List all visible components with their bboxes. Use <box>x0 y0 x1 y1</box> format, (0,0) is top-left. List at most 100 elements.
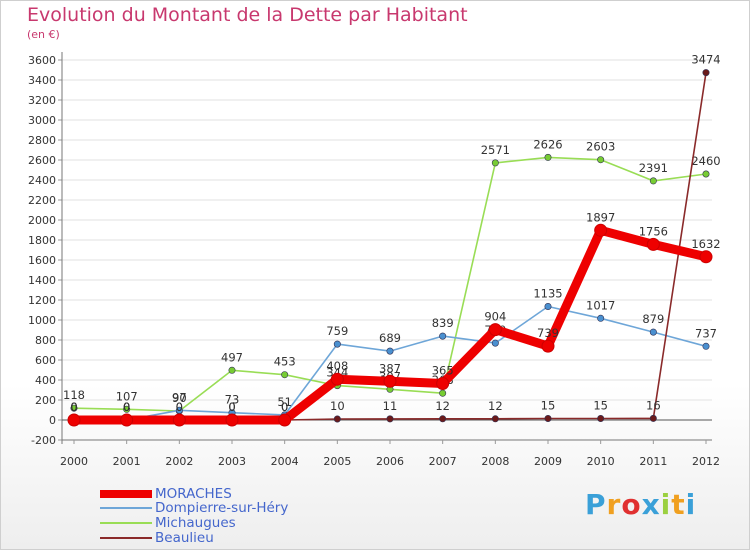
data-point <box>225 413 239 427</box>
data-point <box>439 389 447 397</box>
data-label: 0 <box>123 400 130 414</box>
data-label: 689 <box>379 331 401 345</box>
data-label: 839 <box>432 316 454 330</box>
data-point <box>702 342 710 350</box>
y-tick-label: 600 <box>35 354 56 367</box>
data-label: 2571 <box>481 143 510 157</box>
y-tick-label: 3000 <box>28 114 56 127</box>
data-label: 453 <box>274 355 296 369</box>
data-point <box>488 323 502 337</box>
data-label: 0 <box>70 400 77 414</box>
x-tick-label: 2011 <box>639 455 667 468</box>
data-point <box>594 223 608 237</box>
legend-item-michaugues: Michaugues <box>100 515 236 531</box>
x-tick-label: 2005 <box>323 455 351 468</box>
data-point <box>491 339 499 347</box>
logo-letter: t <box>671 488 686 521</box>
data-point <box>544 414 552 422</box>
x-tick-label: 2006 <box>376 455 404 468</box>
data-point <box>330 372 344 386</box>
data-point <box>649 177 657 185</box>
legend-item-beaulieu: Beaulieu <box>100 530 214 546</box>
data-label: 737 <box>695 326 717 340</box>
data-label: 1756 <box>639 224 668 238</box>
y-tick-label: 3200 <box>28 94 56 107</box>
logo-letter: o <box>621 488 642 521</box>
data-label: 0 <box>123 400 130 414</box>
x-tick-label: 2003 <box>218 455 246 468</box>
data-point <box>172 413 186 427</box>
data-point <box>383 374 397 388</box>
x-tick-label: 2012 <box>692 455 720 468</box>
legend-swatch-beaulieu <box>100 537 152 539</box>
y-tick-label: 3600 <box>28 54 56 67</box>
data-point <box>597 414 605 422</box>
data-point <box>70 404 78 412</box>
data-point <box>491 159 499 167</box>
legend-swatch-moraches <box>100 490 152 498</box>
data-label: 16 <box>646 398 661 412</box>
data-point <box>597 156 605 164</box>
legend-swatch-michaugues <box>100 522 152 524</box>
chart-title: Evolution du Montant de la Dette par Hab… <box>27 4 468 26</box>
y-tick-label: 400 <box>35 374 56 387</box>
data-label: 0 <box>281 400 288 414</box>
x-tick-label: 2002 <box>165 455 193 468</box>
data-point <box>123 405 131 413</box>
chart-subtitle: (en €) <box>27 28 60 41</box>
data-point <box>597 314 605 322</box>
y-tick-label: 2200 <box>28 194 56 207</box>
data-point <box>491 415 499 423</box>
data-label: 0 <box>70 400 77 414</box>
x-tick-label: 2008 <box>481 455 509 468</box>
data-label: 0 <box>176 400 183 414</box>
y-tick-label: 3400 <box>28 74 56 87</box>
data-point <box>649 328 657 336</box>
data-label: 387 <box>379 361 401 375</box>
data-label: 759 <box>326 324 348 338</box>
data-point <box>439 415 447 423</box>
data-label: 408 <box>326 359 348 373</box>
y-tick-label: 1800 <box>28 234 56 247</box>
x-tick-label: 2000 <box>60 455 88 468</box>
y-tick-label: 200 <box>35 394 56 407</box>
data-label: 10 <box>330 399 345 413</box>
data-label: 15 <box>593 399 608 413</box>
data-label: 118 <box>63 388 85 402</box>
data-label: 97 <box>172 390 187 404</box>
x-tick-label: 2009 <box>534 455 562 468</box>
data-point <box>228 366 236 374</box>
data-label: 2391 <box>639 161 668 175</box>
data-label: 2460 <box>691 154 720 168</box>
logo-letter: i <box>660 488 672 521</box>
x-tick-label: 2010 <box>587 455 615 468</box>
data-label: 2603 <box>586 140 615 154</box>
data-label: 90 <box>172 391 187 405</box>
data-label: 73 <box>225 393 240 407</box>
data-point <box>281 371 289 379</box>
data-label: 1632 <box>691 237 720 251</box>
data-label: 0 <box>123 400 130 414</box>
y-tick-label: 2400 <box>28 174 56 187</box>
y-tick-label: 0 <box>49 414 56 427</box>
data-label: 11 <box>383 399 398 413</box>
data-point <box>702 69 710 77</box>
data-label: 0 <box>281 400 288 414</box>
data-label: 107 <box>116 389 138 403</box>
data-point <box>649 414 657 422</box>
data-label: 365 <box>432 364 454 378</box>
legend-label-moraches: MORACHES <box>155 486 232 502</box>
y-tick-label: 1000 <box>28 314 56 327</box>
y-tick-label: 2000 <box>28 214 56 227</box>
data-point <box>333 340 341 348</box>
y-tick-label: -200 <box>31 434 56 447</box>
y-tick-label: 2800 <box>28 134 56 147</box>
logo-letter: P <box>585 488 607 521</box>
legend-item-dompierre: Dompierre-sur-Héry <box>100 500 288 516</box>
data-point <box>544 302 552 310</box>
data-label: 1135 <box>533 287 562 301</box>
data-label: 3474 <box>691 53 720 67</box>
data-label: 1017 <box>586 298 615 312</box>
data-label: 904 <box>484 310 506 324</box>
